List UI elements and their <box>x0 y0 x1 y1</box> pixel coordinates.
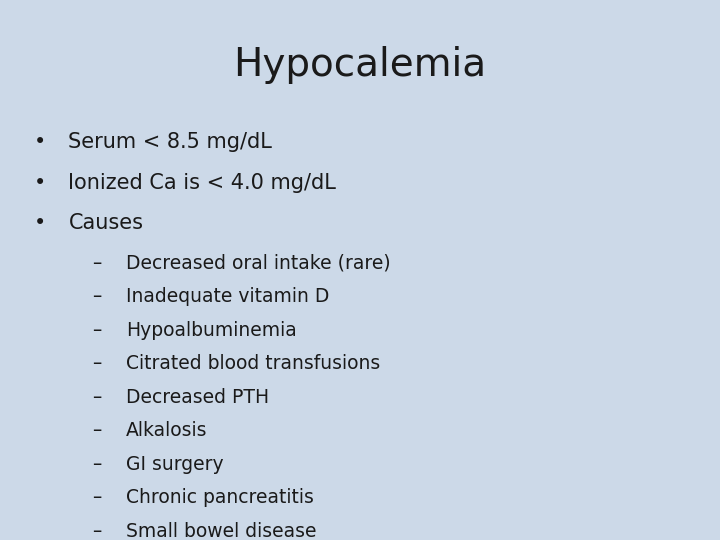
Text: –: – <box>93 455 102 474</box>
Text: •: • <box>33 173 46 193</box>
Text: –: – <box>93 287 102 306</box>
Text: –: – <box>93 321 102 340</box>
Text: Alkalosis: Alkalosis <box>126 421 207 440</box>
Text: Ionized Ca is < 4.0 mg/dL: Ionized Ca is < 4.0 mg/dL <box>68 173 336 193</box>
Text: Hypoalbuminemia: Hypoalbuminemia <box>126 321 297 340</box>
Text: Serum < 8.5 mg/dL: Serum < 8.5 mg/dL <box>68 132 272 152</box>
Text: GI surgery: GI surgery <box>126 455 224 474</box>
Text: –: – <box>93 421 102 440</box>
Text: –: – <box>93 488 102 507</box>
Text: •: • <box>33 132 46 152</box>
Text: •: • <box>33 213 46 233</box>
Text: Inadequate vitamin D: Inadequate vitamin D <box>126 287 329 306</box>
Text: –: – <box>93 354 102 373</box>
Text: Decreased oral intake (rare): Decreased oral intake (rare) <box>126 254 391 273</box>
Text: –: – <box>93 522 102 540</box>
Text: Decreased PTH: Decreased PTH <box>126 388 269 407</box>
Text: Small bowel disease: Small bowel disease <box>126 522 317 540</box>
Text: Hypocalemia: Hypocalemia <box>233 46 487 84</box>
Text: Chronic pancreatitis: Chronic pancreatitis <box>126 488 314 507</box>
Text: Citrated blood transfusions: Citrated blood transfusions <box>126 354 380 373</box>
Text: Causes: Causes <box>68 213 143 233</box>
Text: –: – <box>93 388 102 407</box>
Text: –: – <box>93 254 102 273</box>
